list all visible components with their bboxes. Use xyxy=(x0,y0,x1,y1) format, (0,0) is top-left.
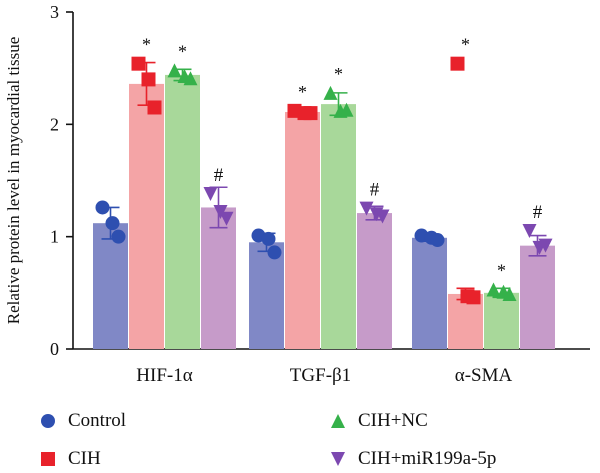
significance-mark: * xyxy=(178,41,187,61)
y-tick-label: 2 xyxy=(50,114,59,134)
bar xyxy=(93,223,128,349)
data-point-square xyxy=(450,56,465,71)
bar xyxy=(357,213,392,349)
data-point-triangle-down xyxy=(359,201,374,216)
significance-mark: * xyxy=(334,64,343,84)
data-point-triangle-down xyxy=(219,211,234,226)
data-point-circle xyxy=(95,200,110,215)
y-tick-label: 0 xyxy=(50,339,59,359)
bar xyxy=(285,111,320,349)
data-point-circle xyxy=(261,231,276,246)
y-axis-label: Relative protein level in myocardial tis… xyxy=(4,37,23,325)
data-point-square xyxy=(147,100,162,115)
significance-mark: # xyxy=(370,180,380,201)
data-point-triangle-down xyxy=(522,224,537,239)
significance-mark: * xyxy=(298,82,307,102)
bar xyxy=(165,74,200,349)
bar xyxy=(484,292,519,349)
bar xyxy=(201,207,236,349)
data-point-triangle-down xyxy=(538,238,553,253)
x-tick-label: HIF-1α xyxy=(136,365,192,386)
y-tick-label: 1 xyxy=(50,227,59,247)
bar xyxy=(129,83,164,349)
data-point-circle xyxy=(267,245,282,260)
bar xyxy=(520,245,555,349)
x-tick-label: TGF-β1 xyxy=(290,365,351,386)
data-point-triangle-up xyxy=(502,286,517,301)
x-tick-label: α-SMA xyxy=(455,365,513,386)
data-point-square xyxy=(131,56,146,71)
data-point-triangle-down xyxy=(203,186,218,201)
data-point-circle xyxy=(430,233,445,248)
bar xyxy=(412,237,447,349)
data-point-square xyxy=(466,290,481,305)
data-point-triangle-up xyxy=(167,63,182,78)
bar xyxy=(249,242,284,349)
bar xyxy=(321,104,356,349)
significance-mark: # xyxy=(214,165,224,186)
data-point-triangle-down xyxy=(375,209,390,224)
y-tick-label: 3 xyxy=(50,2,59,22)
significance-mark: * xyxy=(461,35,470,55)
data-point-triangle-up xyxy=(339,102,354,117)
significance-mark: * xyxy=(497,260,506,280)
significance-mark: # xyxy=(533,202,543,223)
data-point-circle xyxy=(111,229,126,244)
data-point-square xyxy=(303,106,318,121)
data-point-triangle-up xyxy=(486,282,501,297)
data-point-square xyxy=(141,72,156,87)
significance-mark: * xyxy=(142,35,151,55)
data-point-triangle-up xyxy=(183,71,198,86)
data-point-triangle-up xyxy=(323,85,338,100)
data-point-circle xyxy=(105,216,120,231)
